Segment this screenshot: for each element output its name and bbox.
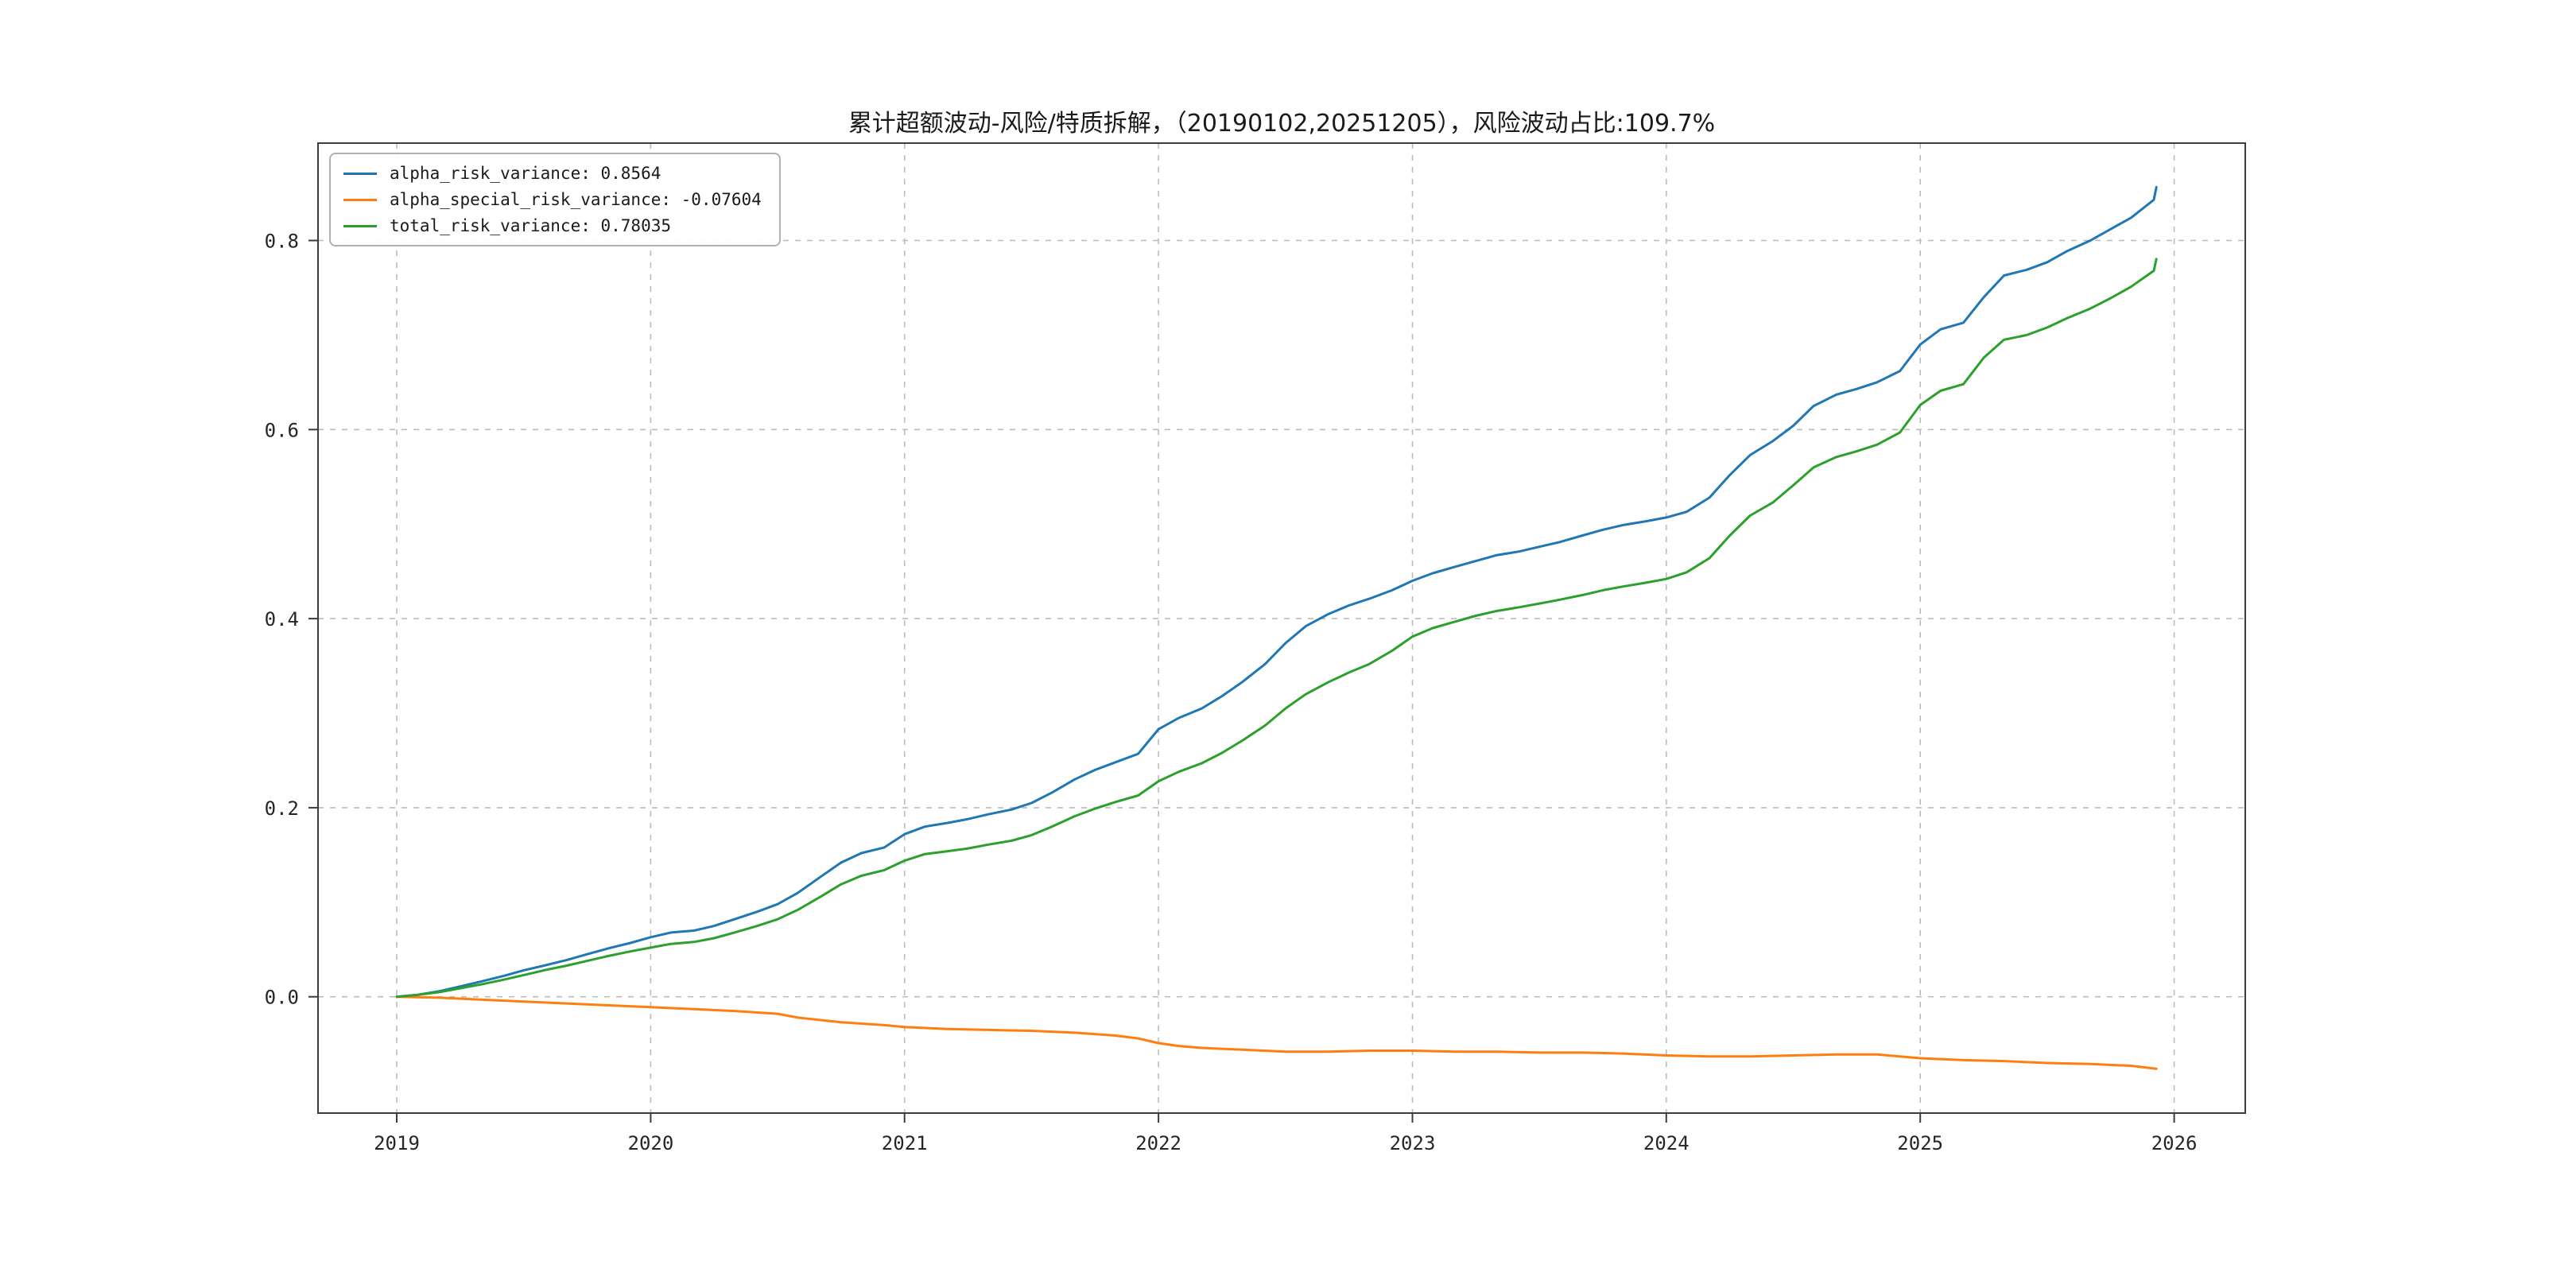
legend-line-swatch-blue [343,172,377,175]
series-line-alpha_risk_variance [395,185,2158,999]
axes-frame [317,142,2246,1114]
x-tick-label: 2020 [628,1132,674,1154]
chart-title: 累计超额波动-风险/特质拆解，（20190102,20251205），风险波动占… [848,110,1716,138]
y-tick-label: 0.0 [265,987,299,1009]
x-tick-label: 2025 [1897,1132,1943,1154]
y-tick-label: 0.2 [265,797,299,820]
y-tick-label: 0.6 [265,419,299,441]
series-line-total_risk_variance [395,258,2158,999]
legend: alpha_risk_variance: 0.8564 alpha_specia… [329,153,781,246]
legend-line-swatch-orange [343,198,377,201]
y-tick-label: 0.8 [265,231,299,253]
x-tick-label: 2023 [1390,1132,1436,1154]
x-tick-label: 2026 [2151,1132,2198,1154]
legend-item-alpha-special-risk-variance: alpha_special_risk_variance: -0.07604 [343,190,762,209]
legend-item-alpha-risk-variance: alpha_risk_variance: 0.8564 [343,164,762,183]
x-tick-label: 2024 [1643,1132,1690,1154]
legend-label-alpha-special-risk-variance: alpha_special_risk_variance: -0.07604 [390,190,762,209]
series-line-alpha_special_risk_variance [395,995,2158,1070]
legend-line-swatch-green [343,224,377,227]
x-tick-label: 2022 [1135,1132,1181,1154]
legend-item-total-risk-variance: total_risk_variance: 0.78035 [343,216,762,235]
x-tick-label: 2019 [374,1132,420,1154]
y-tick-label: 0.4 [265,608,299,630]
x-tick-label: 2021 [882,1132,928,1154]
legend-label-total-risk-variance: total_risk_variance: 0.78035 [390,216,672,235]
legend-label-alpha-risk-variance: alpha_risk_variance: 0.8564 [390,164,661,183]
